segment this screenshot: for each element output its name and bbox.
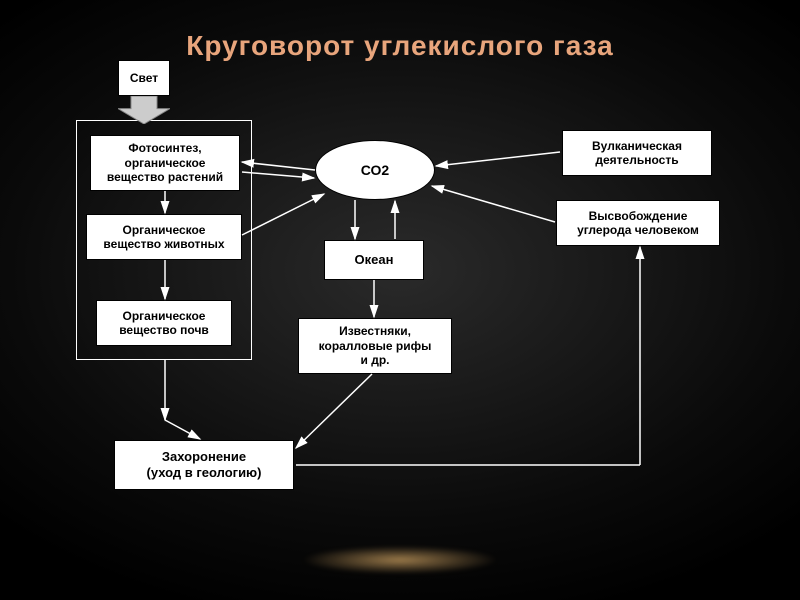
- edge-down-to-burial: [165, 420, 200, 439]
- node-ocean: Океан: [324, 240, 424, 280]
- page-title: Круговорот углекислого газа: [0, 30, 800, 62]
- node-volcanic: Вулканическая деятельность: [562, 130, 712, 176]
- diagram-stage: Круговорот углекислого газа Свет СО2 Фотос…: [0, 0, 800, 600]
- edge-volcanic-to-co2: [436, 152, 560, 166]
- node-organic_animals: Органическое вещество животных: [86, 214, 242, 260]
- edge-animals-to-co2: [242, 194, 324, 235]
- edge-co2-to-photosynthesis: [242, 162, 315, 170]
- edge-limestone-to-burial: [296, 374, 372, 448]
- decorative-glow: [260, 540, 540, 580]
- node-svet: Свет: [118, 60, 170, 96]
- light-down-arrow-icon: [118, 96, 170, 124]
- node-burial: Захоронение (уход в геологию): [114, 440, 294, 490]
- edge-photosynthesis-to-co2: [242, 172, 314, 178]
- node-limestone: Известняки, коралловые рифы и др.: [298, 318, 452, 374]
- edge-human-to-co2: [432, 186, 555, 222]
- node-photosynthesis: Фотосинтез, органическое вещество растен…: [90, 135, 240, 191]
- node-human: Высвобождение углерода человеком: [556, 200, 720, 246]
- node-organic_soil: Органическое вещество почв: [96, 300, 232, 346]
- node-co2: СО2: [315, 140, 435, 200]
